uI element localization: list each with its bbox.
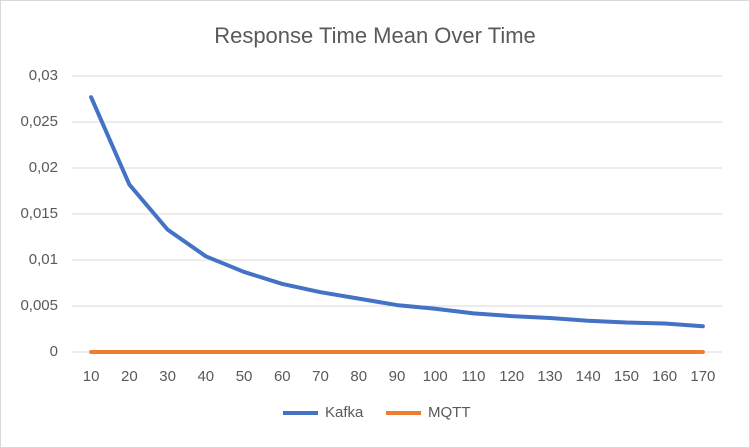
y-tick-label: 0,015 [20,205,58,222]
x-tick-label: 110 [462,368,486,385]
x-tick-label: 120 [499,368,524,385]
x-tick-label: 50 [236,368,253,385]
x-tick-label: 30 [159,368,176,385]
x-tick-label: 160 [652,368,677,385]
y-tick-label: 0,025 [20,113,58,130]
x-tick-label: 20 [121,368,138,385]
x-tick-label: 40 [197,368,214,385]
y-tick-label: 0,02 [29,159,58,176]
x-tick-label: 10 [83,368,100,385]
chart-title: Response Time Mean Over Time [214,23,536,48]
y-tick-label: 0,005 [20,297,58,314]
x-tick-label: 90 [389,368,406,385]
x-tick-label: 150 [614,368,639,385]
x-tick-label: 130 [537,368,562,385]
x-tick-label: 70 [312,368,329,385]
x-tick-label: 100 [423,368,448,385]
y-tick-label: 0,01 [29,251,58,268]
x-tick-label: 80 [350,368,367,385]
x-tick-label: 60 [274,368,291,385]
y-tick-label: 0 [50,343,58,360]
y-tick-label: 0,03 [29,67,58,84]
data-line [89,95,705,329]
legend-label: Kafka [325,404,364,421]
x-tick-label: 140 [576,368,601,385]
legend-label: MQTT [428,404,471,421]
x-tick-label: 170 [690,368,715,385]
